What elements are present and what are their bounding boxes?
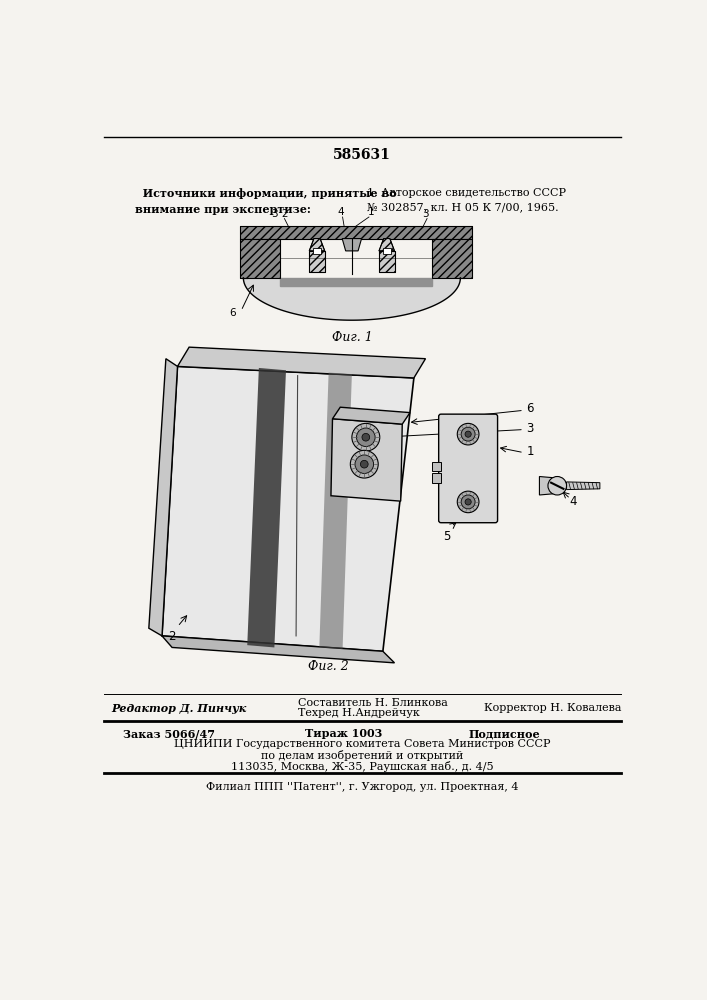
Text: Фиг. 2: Фиг. 2 (308, 660, 349, 673)
Text: 6: 6 (526, 402, 534, 415)
Text: 585631: 585631 (333, 148, 391, 162)
Circle shape (355, 455, 373, 473)
Text: Техред Н.Андрейчук: Техред Н.Андрейчук (298, 708, 419, 718)
Ellipse shape (243, 235, 460, 320)
Text: 5: 5 (443, 530, 450, 543)
Polygon shape (332, 407, 410, 424)
Text: 1: 1 (368, 207, 375, 217)
Bar (309, 251, 325, 272)
Circle shape (457, 491, 479, 513)
Text: 3: 3 (526, 422, 534, 434)
Polygon shape (379, 239, 395, 251)
Text: Редактор Д. Пинчук: Редактор Д. Пинчук (112, 703, 247, 714)
Polygon shape (566, 482, 600, 490)
Text: Корректор Н. Ковалева: Корректор Н. Ковалева (484, 703, 621, 713)
Bar (240, 226, 472, 239)
Text: Филиал ППП ''Патент'', г. Ужгород, ул. Проектная, 4: Филиал ППП ''Патент'', г. Ужгород, ул. П… (206, 782, 518, 792)
Polygon shape (309, 239, 325, 251)
Circle shape (361, 460, 368, 468)
Polygon shape (280, 278, 432, 286)
Polygon shape (331, 419, 402, 501)
Text: по делам изобретений и открытий: по делам изобретений и открытий (261, 750, 463, 761)
Polygon shape (162, 636, 395, 663)
Bar (309, 251, 325, 272)
Bar (432, 239, 472, 278)
Bar (240, 239, 280, 278)
Bar (379, 251, 395, 272)
Bar (240, 226, 472, 239)
Circle shape (461, 495, 475, 509)
Text: 2: 2 (168, 630, 176, 643)
Polygon shape (247, 368, 286, 647)
Circle shape (461, 427, 475, 441)
Text: Составитель Н. Блинкова: Составитель Н. Блинкова (298, 698, 448, 708)
Bar (383, 248, 391, 254)
Text: 1: 1 (526, 445, 534, 458)
Text: 3: 3 (422, 209, 429, 219)
Text: 6: 6 (229, 308, 235, 318)
Text: Источники информации, принятые во
внимание при экспертизе:: Источники информации, принятые во вниман… (135, 188, 397, 215)
Circle shape (465, 431, 472, 437)
FancyBboxPatch shape (438, 414, 498, 523)
Text: Тираж 1003: Тираж 1003 (305, 728, 382, 739)
Text: 113035, Москва, Ж-35, Раушская наб., д. 4/5: 113035, Москва, Ж-35, Раушская наб., д. … (230, 761, 493, 772)
Bar (313, 248, 321, 254)
Text: Заказ 5066/47: Заказ 5066/47 (123, 728, 215, 739)
Polygon shape (162, 366, 414, 651)
Text: Подписное: Подписное (468, 728, 539, 739)
Bar (280, 239, 432, 278)
Text: ЦНИИПИ Государственного комитета Совета Министров СССР: ЦНИИПИ Государственного комитета Совета … (174, 739, 550, 749)
Bar (240, 239, 280, 278)
Polygon shape (149, 359, 177, 636)
Circle shape (548, 477, 566, 495)
Text: Фиг. 1: Фиг. 1 (332, 331, 373, 344)
Text: 3 2: 3 2 (271, 209, 288, 219)
Polygon shape (342, 239, 361, 251)
Circle shape (356, 428, 375, 446)
Bar (240, 228, 464, 278)
Circle shape (457, 423, 479, 445)
Text: 4: 4 (569, 495, 576, 508)
Text: 4: 4 (337, 207, 344, 217)
Circle shape (352, 423, 380, 451)
Text: 1. Авторское свидетельство СССР
№ 302857, кл. Н 05 К 7/00, 1965.: 1. Авторское свидетельство СССР № 302857… (368, 188, 566, 213)
Polygon shape (539, 477, 557, 495)
Circle shape (351, 450, 378, 478)
Bar (379, 251, 395, 272)
Circle shape (362, 433, 370, 441)
Bar (432, 473, 441, 483)
Circle shape (465, 499, 472, 505)
Bar (432, 239, 472, 278)
Bar (432, 462, 441, 471)
Polygon shape (177, 347, 426, 378)
Polygon shape (320, 373, 352, 649)
